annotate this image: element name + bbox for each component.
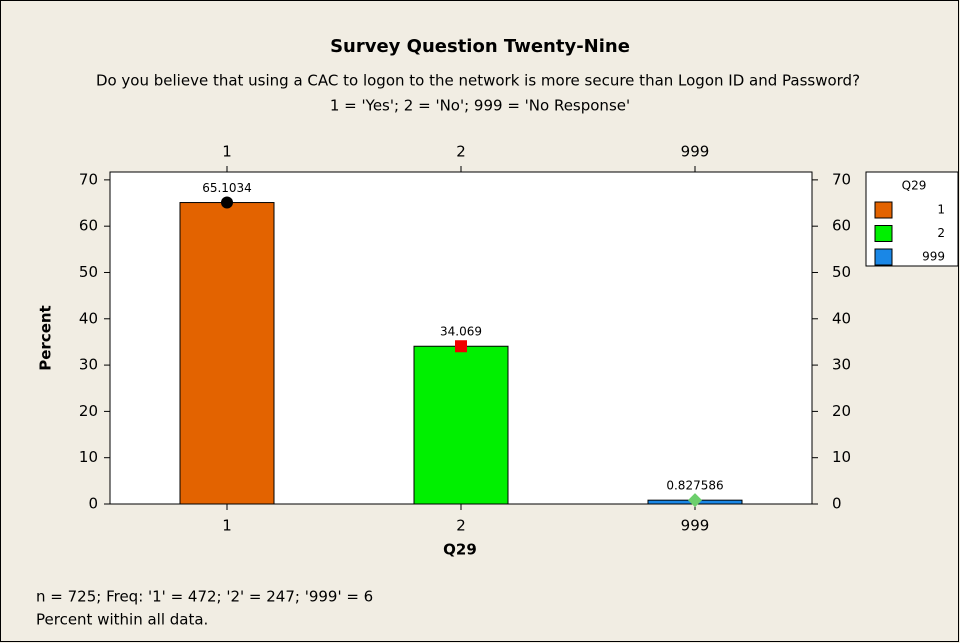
- x-axis-label: Q29: [443, 541, 477, 559]
- y-tick-label: 60: [79, 217, 98, 235]
- x2-tick-label: 2: [456, 143, 466, 161]
- subtitle: Do you believe that using a CAC to logon…: [96, 72, 860, 90]
- y2-tick-label: 30: [832, 356, 851, 374]
- y2-tick-label: 0: [832, 495, 842, 513]
- marker: [455, 340, 467, 353]
- y2-tick-label: 70: [832, 170, 851, 188]
- y-tick-label: 40: [79, 309, 98, 327]
- y2-tick-label: 60: [832, 217, 851, 235]
- legend-label: 1: [937, 203, 945, 217]
- x-tick-label: 2: [456, 517, 466, 535]
- x2-tick-label: 999: [681, 143, 710, 161]
- legend-swatch: [874, 201, 893, 219]
- legend-swatch: [874, 248, 893, 266]
- y-tick-label: 50: [79, 263, 98, 281]
- y-tick-label: 30: [79, 356, 98, 374]
- y2-tick-label: 10: [832, 448, 851, 466]
- y-tick-label: 0: [88, 495, 98, 513]
- y-tick-label: 70: [79, 170, 98, 188]
- y2-tick-label: 20: [832, 402, 851, 420]
- y2-tick-label: 50: [832, 263, 851, 281]
- y-tick-label: 10: [79, 448, 98, 466]
- marker: [221, 196, 233, 209]
- value-label: 0.827586: [666, 479, 723, 493]
- value-label: 34.069: [440, 325, 482, 339]
- marker: [688, 493, 702, 508]
- footnote: n = 725; Freq: '1' = 472; '2' = 247; '99…: [36, 588, 373, 606]
- x-tick-label: 1: [222, 517, 232, 535]
- legend-label: 2: [937, 226, 945, 240]
- subtitle: 1 = 'Yes'; 2 = 'No'; 999 = 'No Response': [330, 97, 630, 115]
- y2-tick-label: 40: [832, 309, 851, 327]
- x-tick-label: 999: [681, 517, 710, 535]
- bar: [179, 202, 275, 505]
- bar: [413, 345, 509, 505]
- legend-swatch: [874, 225, 893, 242]
- legend-title: Q29: [902, 179, 927, 193]
- value-label: 65.1034: [202, 181, 252, 195]
- x2-tick-label: 1: [222, 143, 232, 161]
- y-tick-label: 20: [79, 402, 98, 420]
- chart-title: Survey Question Twenty-Nine: [330, 36, 630, 57]
- y-axis-label: Percent: [37, 305, 55, 370]
- legend-label: 999: [922, 250, 945, 264]
- footnote: Percent within all data.: [36, 611, 208, 629]
